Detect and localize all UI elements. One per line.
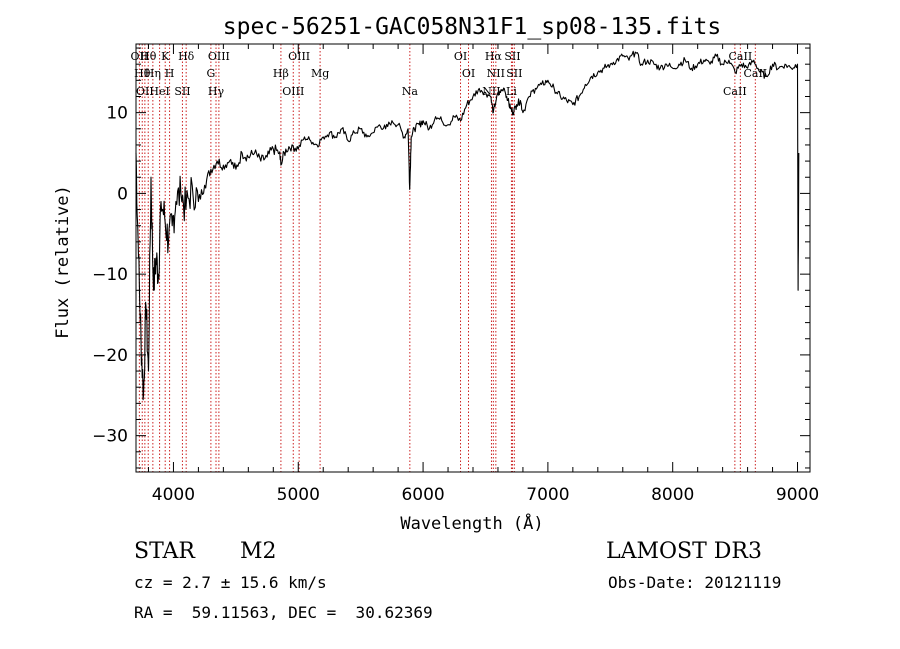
- x-tick-label: 6000: [401, 485, 444, 505]
- line-label-18: Na: [402, 85, 419, 98]
- plot-frame: [135, 43, 811, 473]
- line-label-24: Li: [506, 85, 517, 98]
- y-tick-label: 10: [106, 104, 128, 124]
- line-label-4: Hθ: [140, 50, 157, 63]
- redshift-cz: cz = 2.7 ± 15.6 km/s: [134, 573, 327, 592]
- line-label-2: Hθ: [134, 67, 151, 80]
- line-label-26: SII: [506, 67, 522, 80]
- line-label-6: HeI: [149, 85, 169, 98]
- line-label-9: SII: [174, 85, 190, 98]
- line-label-8: H: [165, 67, 175, 80]
- line-label-5: Hη: [145, 67, 161, 80]
- y-axis-label: Flux (relative): [53, 185, 73, 339]
- line-label-15: OIII: [282, 85, 304, 98]
- line-label-12: Hγ: [208, 85, 225, 98]
- line-label-28: CaII: [729, 50, 753, 63]
- x-tick-label: 7000: [526, 485, 569, 505]
- y-tick-label: −20: [92, 346, 128, 366]
- x-tick-label: 8000: [651, 485, 694, 505]
- line-label-7: K: [161, 50, 170, 63]
- flux-line: [135, 50, 800, 401]
- x-tick-label: 4000: [152, 485, 195, 505]
- line-label-20: OI: [462, 67, 475, 80]
- line-label-19: OI: [454, 50, 467, 63]
- ra-dec-coordinates: RA = 59.11563, DEC = 30.62369: [134, 603, 433, 622]
- line-label-27: CaII: [723, 85, 747, 98]
- x-axis: 4000 5000 6000 7000 8000 9000: [147, 44, 819, 505]
- spectral-line-markers: [138, 44, 756, 472]
- line-label-1: OII: [131, 50, 149, 63]
- x-tick-label: 9000: [776, 485, 819, 505]
- line-label-22: Hα: [485, 50, 503, 63]
- survey-name: LAMOST DR3: [606, 539, 762, 564]
- line-label-16: OIII: [288, 50, 310, 63]
- y-tick-label: −10: [92, 265, 128, 285]
- line-label-11: G: [206, 67, 215, 80]
- x-axis-label: Wavelength (Å): [400, 512, 543, 534]
- line-label-17: Mg: [311, 67, 329, 80]
- observation-date: Obs-Date: 20121119: [608, 573, 782, 592]
- y-axis: −30 −20 −10 0 10: [92, 47, 810, 469]
- line-label-21: NII: [482, 85, 500, 98]
- x-tick-label: 5000: [277, 485, 320, 505]
- spectral-line-labels: OIIHθOIIHθHηHeIKHSIIHδGHγOIIIHβOIIIOIIIM…: [131, 50, 768, 98]
- line-label-23: NII: [487, 67, 505, 80]
- line-label-13: OIII: [208, 50, 230, 63]
- object-subclass: M2: [240, 539, 277, 564]
- y-tick-label: 0: [117, 184, 128, 204]
- y-tick-label: −30: [92, 427, 128, 447]
- line-label-25: SII: [504, 50, 520, 63]
- line-label-14: Hβ: [273, 67, 289, 80]
- line-label-10: Hδ: [178, 50, 195, 63]
- object-class: STAR: [134, 539, 195, 564]
- chart-title: spec-56251-GAC058N31F1_sp08-135.fits: [223, 14, 722, 40]
- line-label-3: OII: [136, 85, 154, 98]
